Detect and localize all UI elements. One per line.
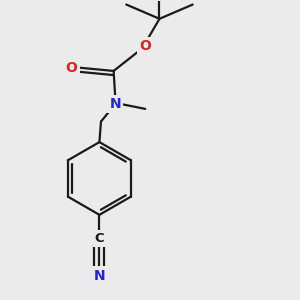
Text: N: N (94, 268, 105, 283)
Text: N: N (110, 97, 121, 111)
Text: C: C (94, 232, 104, 245)
Text: O: O (66, 61, 77, 75)
Text: O: O (139, 39, 151, 53)
